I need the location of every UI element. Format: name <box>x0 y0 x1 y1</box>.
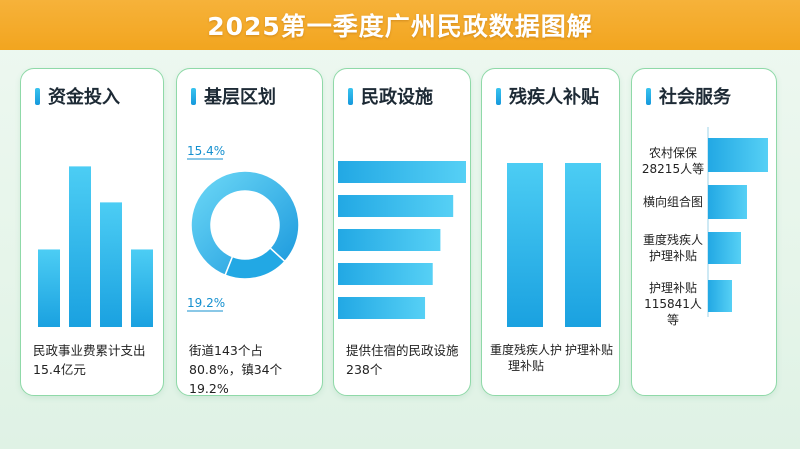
funds-bar-4 <box>131 249 153 327</box>
card-divisions: 基层区划 15.4% 19.2% 街道143个占80.8%，镇34个19.2% <box>176 68 323 396</box>
services-label-2: 横向组合图 <box>642 195 703 209</box>
card-title: 残疾人补贴 <box>496 83 599 109</box>
card-title-text: 基层区划 <box>204 87 276 108</box>
funds-bar-3 <box>100 202 122 327</box>
card-title-text: 资金投入 <box>48 87 120 108</box>
card-title: 民政设施 <box>348 83 433 109</box>
header-banner: 2025第一季度广州民政数据图解 <box>0 0 800 50</box>
services-label-1: 农村保保28215人等 <box>641 146 705 176</box>
services-bar-2 <box>708 185 747 219</box>
disability-bar-2 <box>565 163 601 327</box>
services-bar-1 <box>708 138 768 172</box>
title-accent-bar <box>348 87 353 105</box>
donut-label-1: 15.4% <box>187 144 225 158</box>
card-facilities: 民政设施 提供住宿的民政设施238个 <box>333 68 471 396</box>
card-title-text: 残疾人补贴 <box>509 87 599 108</box>
facilities-bar-3 <box>338 229 441 251</box>
card-title: 社会服务 <box>646 83 731 109</box>
disability-bar-chart <box>507 163 601 327</box>
funds-bar-chart <box>38 166 153 327</box>
services-bar-3 <box>708 232 741 264</box>
card-title-text: 民政设施 <box>361 87 433 108</box>
services-label-4: 护理补贴115841人等 <box>644 281 702 327</box>
card-disability: 残疾人补贴 重度残疾人护理补贴 护理补贴 <box>481 68 620 396</box>
card-title: 资金投入 <box>35 83 120 109</box>
funds-bar-1 <box>38 249 60 327</box>
facilities-bar-5 <box>338 297 426 319</box>
title-accent-bar <box>191 87 196 105</box>
card-services: 社会服务 农村保保28215人等 横向组合图 重度残疾人护理补贴 护理补贴115… <box>631 68 777 396</box>
facilities-bar-1 <box>338 161 466 183</box>
facilities-bar-chart <box>338 161 466 319</box>
facilities-bar-2 <box>338 195 454 217</box>
card-title-text: 社会服务 <box>659 87 731 108</box>
title-accent-bar <box>646 87 651 105</box>
funds-bar-2 <box>69 166 91 327</box>
disability-bar-1 <box>507 163 543 327</box>
page-title: 2025第一季度广州民政数据图解 <box>207 12 593 41</box>
services-bar-chart <box>707 127 768 317</box>
donut-slice-2 <box>224 246 286 280</box>
facilities-bar-4 <box>338 263 433 285</box>
services-bar-4 <box>708 280 732 312</box>
disability-label-2: 护理补贴 <box>564 343 613 357</box>
services-label-3: 重度残疾人护理补贴 <box>642 233 703 263</box>
facilities-caption: 提供住宿的民政设施238个 <box>346 343 459 377</box>
donut-label-2: 19.2% <box>187 296 225 310</box>
card-title: 基层区划 <box>191 83 276 109</box>
divisions-caption: 街道143个占80.8%，镇34个19.2% <box>189 343 283 396</box>
funds-caption: 民政事业费累计支出15.4亿元 <box>33 343 146 377</box>
divisions-donut-chart: 15.4% 19.2% <box>187 144 300 312</box>
disability-label-1: 重度残疾人护理补贴 <box>490 343 563 373</box>
title-accent-bar <box>35 87 40 105</box>
title-accent-bar <box>496 87 501 105</box>
card-funds: 资金投入 民政事业费累计支出15.4亿元 <box>20 68 164 396</box>
